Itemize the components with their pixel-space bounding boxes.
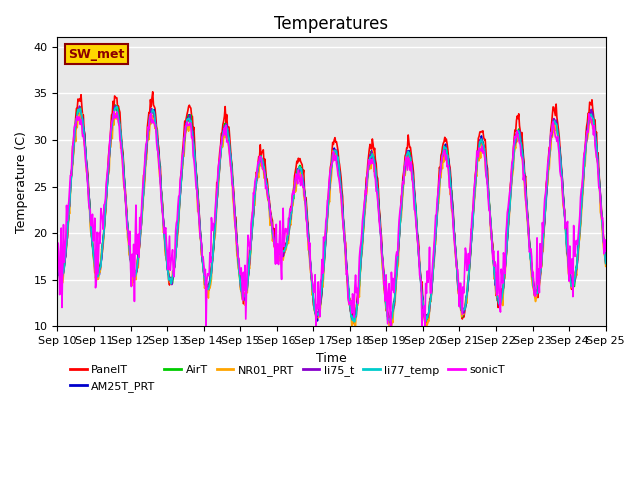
AirT bbox=[602, 258, 609, 264]
AM25T_PRT bbox=[63, 235, 71, 240]
sonicT bbox=[110, 108, 118, 114]
li75_t bbox=[387, 320, 394, 326]
li77_temp bbox=[602, 261, 609, 266]
li75_t bbox=[602, 260, 609, 266]
li75_t bbox=[205, 283, 213, 288]
li75_t bbox=[416, 264, 424, 269]
sonicT bbox=[416, 272, 424, 278]
NR01_PRT bbox=[63, 233, 71, 239]
li77_temp bbox=[416, 263, 424, 269]
NR01_PRT bbox=[351, 324, 358, 329]
AM25T_PRT bbox=[602, 258, 609, 264]
NR01_PRT bbox=[121, 187, 129, 193]
AirT bbox=[177, 191, 184, 196]
Line: li75_t: li75_t bbox=[58, 106, 605, 323]
PanelT bbox=[387, 324, 394, 329]
Legend: PanelT, AM25T_PRT, AirT, NR01_PRT, li75_t, li77_temp, sonicT: PanelT, AM25T_PRT, AirT, NR01_PRT, li75_… bbox=[66, 361, 509, 396]
sonicT bbox=[177, 177, 184, 183]
Text: SW_met: SW_met bbox=[68, 48, 125, 60]
Line: AM25T_PRT: AM25T_PRT bbox=[58, 106, 605, 323]
Line: NR01_PRT: NR01_PRT bbox=[58, 113, 605, 326]
sonicT bbox=[63, 217, 71, 223]
li77_temp bbox=[350, 319, 358, 324]
NR01_PRT bbox=[400, 180, 408, 186]
li75_t bbox=[121, 184, 129, 190]
Title: Temperatures: Temperatures bbox=[275, 15, 388, 33]
sonicT bbox=[202, 324, 210, 329]
AM25T_PRT bbox=[205, 282, 213, 288]
AirT bbox=[416, 263, 424, 269]
AirT bbox=[63, 227, 71, 233]
Line: li77_temp: li77_temp bbox=[58, 107, 605, 322]
li77_temp bbox=[121, 179, 129, 185]
sonicT bbox=[602, 248, 609, 254]
li75_t bbox=[54, 264, 61, 270]
PanelT bbox=[205, 287, 213, 293]
PanelT bbox=[149, 89, 157, 95]
AM25T_PRT bbox=[416, 262, 424, 267]
NR01_PRT bbox=[177, 192, 184, 198]
sonicT bbox=[54, 269, 61, 275]
NR01_PRT bbox=[602, 264, 609, 269]
PanelT bbox=[602, 260, 609, 266]
AirT bbox=[111, 102, 119, 108]
PanelT bbox=[416, 262, 424, 268]
NR01_PRT bbox=[54, 268, 61, 274]
AirT bbox=[205, 285, 213, 290]
li77_temp bbox=[177, 192, 184, 197]
Line: AirT: AirT bbox=[58, 105, 605, 323]
sonicT bbox=[400, 181, 408, 187]
AM25T_PRT bbox=[177, 193, 184, 199]
li77_temp bbox=[205, 284, 213, 290]
AirT bbox=[121, 180, 129, 186]
sonicT bbox=[206, 250, 214, 255]
AirT bbox=[388, 320, 396, 325]
li77_temp bbox=[63, 230, 71, 236]
li77_temp bbox=[54, 262, 61, 267]
PanelT bbox=[63, 236, 71, 241]
sonicT bbox=[121, 185, 129, 191]
AM25T_PRT bbox=[386, 320, 394, 326]
li75_t bbox=[400, 174, 408, 180]
Line: PanelT: PanelT bbox=[58, 92, 605, 326]
li77_temp bbox=[113, 104, 121, 109]
NR01_PRT bbox=[76, 110, 83, 116]
li75_t bbox=[111, 103, 119, 109]
li75_t bbox=[63, 231, 71, 237]
PanelT bbox=[54, 258, 61, 264]
PanelT bbox=[177, 183, 184, 189]
PanelT bbox=[400, 169, 408, 175]
AirT bbox=[400, 178, 408, 183]
NR01_PRT bbox=[416, 262, 424, 268]
AirT bbox=[54, 258, 61, 264]
AM25T_PRT bbox=[112, 103, 120, 109]
AM25T_PRT bbox=[54, 259, 61, 264]
Y-axis label: Temperature (C): Temperature (C) bbox=[15, 131, 28, 233]
Line: sonicT: sonicT bbox=[58, 111, 605, 326]
li75_t bbox=[177, 192, 184, 197]
X-axis label: Time: Time bbox=[316, 352, 347, 365]
AM25T_PRT bbox=[121, 178, 129, 184]
li77_temp bbox=[400, 178, 408, 184]
AM25T_PRT bbox=[400, 179, 408, 184]
NR01_PRT bbox=[205, 282, 213, 288]
PanelT bbox=[120, 163, 127, 169]
